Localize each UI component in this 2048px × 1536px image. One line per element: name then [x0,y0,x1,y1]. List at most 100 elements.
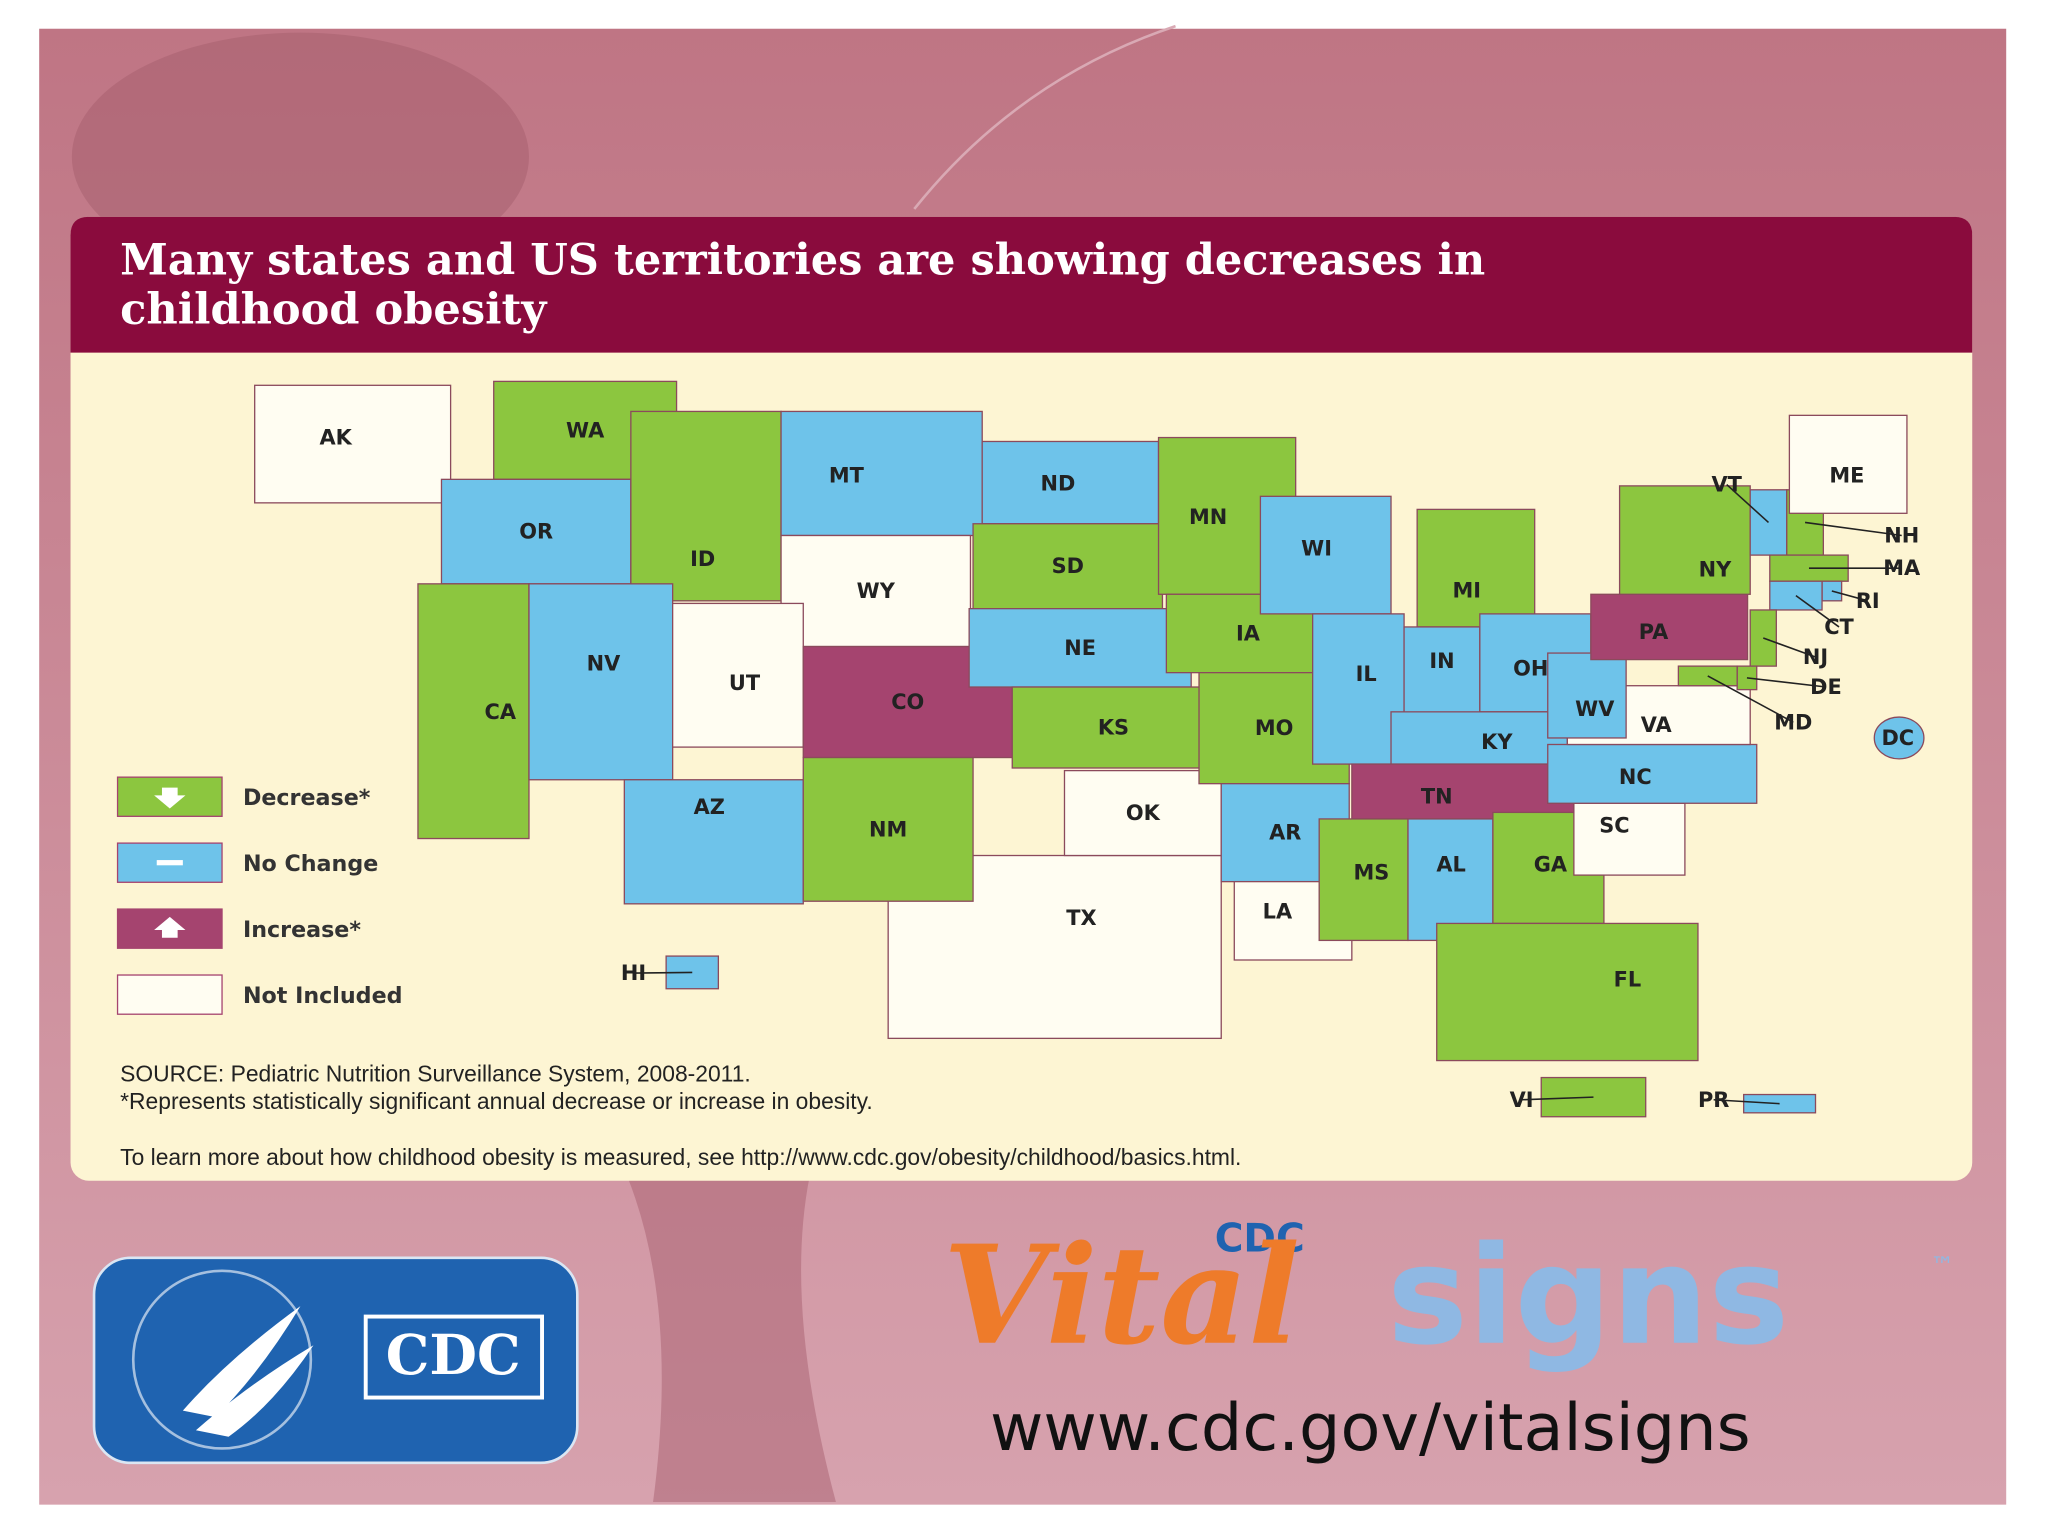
state-label: KS [1098,716,1129,740]
url: www.cdc.gov/vitalsigns [990,1390,1751,1466]
state-label: KY [1481,730,1513,754]
state-label: ME [1829,463,1864,487]
leader-line [1795,594,1840,628]
more-info: To learn more about how childhood obesit… [120,1144,1241,1170]
state-label: MT [829,463,865,487]
state-label: NE [1064,636,1096,660]
leader-line [1804,521,1902,537]
state-label: WV [1575,697,1615,721]
state [1312,613,1405,765]
state-label: DE [1810,675,1842,699]
state [1749,609,1777,667]
leader-line [1713,1098,1780,1105]
state-label: CO [891,690,924,714]
state [528,583,674,781]
state [671,602,804,748]
leader-line [1762,637,1816,658]
cdc-box [363,1314,544,1400]
state [1821,580,1843,602]
state-label: OR [519,520,553,544]
legend-icon [154,916,186,938]
legend: Decrease* No Change Increase* Not Included [116,776,403,1015]
state-label: IA [1236,621,1261,645]
state-label: TN [1421,785,1453,809]
state-label: DC [1881,726,1914,750]
state [254,384,452,504]
state [1547,743,1758,804]
state-label: HI [621,961,646,985]
hhs-seal [131,1269,313,1450]
legend-swatch [116,974,223,1015]
brand-cdc: CDC [1215,1216,1305,1261]
state-label: ND [1041,471,1076,495]
state [780,410,983,537]
state-label: ID [690,547,715,571]
legend-label: Not Included [243,983,403,1009]
state-label: NH [1884,524,1919,548]
silhouette [626,1175,836,1503]
state [1351,763,1575,820]
state [1873,716,1925,760]
state-label: CT [1824,615,1854,639]
legend-icon [156,860,183,866]
state-label: NM [869,817,907,841]
state-label: MI [1453,578,1482,602]
title: childhood obesity [120,285,548,335]
state-label: SC [1599,813,1629,837]
state-label: OK [1126,801,1161,825]
state-label: MD [1774,710,1812,734]
state-label: CA [485,700,517,724]
state-label: AK [320,426,353,450]
state-label: AZ [694,795,725,819]
state [417,583,530,840]
map: AK WA OR CA ID NV MT WY UT AZ CO TX NM ND SD NE KS OK MN IA… [254,380,1925,1118]
state-label: VT [1711,473,1742,497]
leader-line [1521,1096,1594,1101]
state-label: AR [1269,821,1301,845]
leader-line [633,971,693,974]
state-label: NV [587,652,621,676]
leader-line [1746,677,1827,688]
state [1416,508,1536,628]
state [972,523,1164,610]
state [1390,711,1568,765]
state [1573,802,1686,876]
source: SOURCE: Pediatric Nutrition Surveillance… [120,1060,751,1086]
state [1547,652,1627,739]
leader-line [1831,590,1868,602]
state-label: MO [1255,716,1294,740]
leader-line [1707,675,1794,723]
footnote: *Represents statistically significant an… [120,1088,873,1114]
state-label: NC [1619,765,1652,789]
state-label: WI [1301,537,1332,561]
state-label: WA [566,418,605,442]
state-label: WY [857,579,896,603]
legend-icon [154,787,186,809]
state-label: VI [1510,1088,1534,1112]
state [1618,485,1751,595]
state [1259,495,1392,615]
state-label: TX [1066,906,1096,930]
state-label: SD [1052,554,1084,578]
legend-label: No Change [243,851,378,877]
state-label: LA [1263,900,1293,924]
state [1769,580,1823,611]
state-label: AL [1436,853,1465,877]
state-label: GA [1534,853,1568,877]
state-label: MN [1189,505,1227,529]
leader-line [1726,483,1770,524]
state-label: FL [1614,968,1642,992]
state [1590,593,1749,661]
cdc-logo-text: CDC [386,1322,521,1387]
state-label: PR [1698,1088,1729,1112]
state-label: NY [1699,557,1732,581]
state [630,410,782,602]
decoration [913,24,1176,210]
legend-label: Decrease* [243,785,371,811]
state [1011,686,1216,769]
state [440,478,632,585]
state-label: NJ [1803,645,1828,669]
hhs-eagle [182,1306,314,1437]
